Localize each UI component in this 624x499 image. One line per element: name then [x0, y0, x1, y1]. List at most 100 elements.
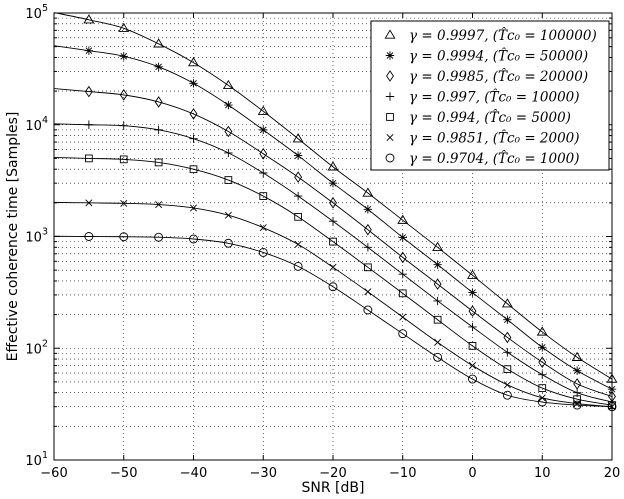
legend-label: γ = 0.994, (T̂c₀ = 5000)	[409, 110, 571, 126]
data-point-plus	[433, 296, 442, 306]
legend-item: γ = 0.9994, (T̂c₀ = 50000)	[385, 48, 588, 65]
data-point-plus	[189, 134, 198, 143]
series-line	[53, 235, 613, 408]
series-1	[53, 12, 618, 383]
data-point-x	[434, 338, 442, 346]
data-point-triangle	[188, 57, 199, 67]
data-point-circle	[293, 261, 303, 271]
legend-marker-star	[385, 51, 395, 60]
data-point-plus	[468, 322, 477, 332]
data-point-x	[120, 199, 128, 207]
data-point-triangle	[292, 133, 304, 143]
data-point-circle	[468, 374, 477, 384]
data-point-star	[189, 79, 198, 88]
data-point-circle	[328, 282, 338, 292]
data-point-diamond	[259, 147, 268, 160]
data-point-diamond	[224, 125, 233, 138]
data-point-diamond	[363, 223, 372, 236]
data-point-circle	[223, 238, 233, 248]
legend-item: γ = 0.9704, (T̂c₀ = 1000)	[385, 151, 580, 167]
data-point-x	[468, 362, 477, 370]
data-point-diamond	[294, 171, 303, 183]
data-point-square	[294, 212, 302, 221]
data-point-circle	[502, 390, 512, 400]
x-axis-label: SNR [dB]	[302, 480, 365, 496]
y-tick-label: 104	[25, 115, 48, 134]
data-point-square	[538, 384, 547, 392]
legend-label: γ = 0.9994, (T̂c₀ = 50000)	[409, 48, 588, 64]
data-point-triangle	[501, 298, 513, 308]
data-point-circle	[398, 329, 408, 339]
data-point-circle	[572, 400, 582, 410]
legend-marker-triangle	[384, 29, 396, 39]
data-point-star	[224, 100, 233, 110]
data-point-star	[363, 205, 373, 214]
legend-label: γ = 0.9704, (T̂c₀ = 1000)	[409, 151, 580, 167]
legend-label: γ = 0.997, (T̂c₀ = 10000)	[409, 89, 580, 105]
data-point-square	[259, 192, 268, 200]
x-tick-label: 10	[534, 466, 551, 481]
data-point-x	[503, 381, 511, 389]
legend-label: γ = 0.9997, (T̂c₀ = 100000)	[409, 28, 597, 44]
data-point-diamond	[154, 96, 163, 108]
data-point-x	[224, 211, 232, 219]
data-point-diamond	[503, 331, 512, 344]
data-point-triangle	[397, 214, 409, 224]
data-point-star	[293, 151, 303, 160]
data-point-square	[329, 237, 337, 246]
data-point-plus	[154, 125, 163, 135]
data-point-circle	[363, 305, 373, 315]
data-point-x	[189, 204, 198, 212]
data-point-triangle	[257, 105, 269, 115]
data-point-circle	[189, 234, 198, 244]
data-point-star	[398, 233, 407, 242]
data-point-diamond	[398, 251, 407, 264]
data-point-triangle	[327, 161, 339, 171]
data-point-plus	[259, 168, 268, 178]
x-axis-ticks: −60 −50 −40 −30 −20 −10 0 10 20	[40, 13, 620, 481]
y-tick-label: 102	[25, 338, 48, 357]
data-point-circle	[258, 247, 268, 257]
series-4	[53, 120, 617, 407]
legend-marker-square	[386, 113, 394, 121]
data-point-star	[503, 315, 512, 324]
data-point-plus	[224, 148, 233, 158]
data-point-plus	[293, 191, 303, 201]
y-axis-ticks: 101 102 103 104 105	[25, 3, 612, 469]
x-tick-label: −40	[180, 466, 207, 481]
data-point-diamond	[189, 108, 198, 120]
legend-item: γ = 0.9851, (T̂c₀ = 2000)	[386, 130, 580, 147]
data-point-star	[328, 178, 338, 188]
data-point-triangle	[153, 38, 165, 48]
data-point-square	[364, 263, 372, 272]
data-point-triangle	[571, 351, 583, 361]
series-line	[53, 88, 613, 397]
data-point-plus	[538, 370, 547, 379]
series-5	[53, 154, 616, 409]
data-point-x	[85, 199, 93, 207]
data-point-diamond	[84, 85, 93, 98]
data-point-plus	[398, 269, 407, 279]
data-point-star	[538, 343, 547, 352]
y-tick-label: 103	[25, 227, 48, 246]
data-point-x	[399, 313, 407, 321]
data-point-square	[85, 154, 93, 163]
data-point-circle	[433, 352, 443, 362]
y-tick-label: 101	[25, 450, 48, 469]
data-point-plus	[84, 120, 94, 129]
legend-item: γ = 0.9985, (T̂c₀ = 20000)	[386, 69, 588, 85]
data-point-star	[468, 288, 477, 297]
legend-item: γ = 0.994, (T̂c₀ = 5000)	[386, 110, 571, 126]
data-point-circle	[537, 397, 547, 407]
data-point-x	[364, 288, 372, 296]
data-point-diamond	[329, 197, 337, 209]
data-point-circle	[119, 232, 129, 242]
series-3	[53, 85, 616, 403]
data-point-triangle	[432, 241, 444, 251]
x-tick-label: 0	[468, 466, 476, 481]
data-point-square	[503, 365, 512, 374]
data-point-star	[259, 125, 268, 135]
data-point-triangle	[467, 269, 478, 279]
legend-box	[370, 20, 610, 171]
data-point-plus	[503, 348, 512, 357]
